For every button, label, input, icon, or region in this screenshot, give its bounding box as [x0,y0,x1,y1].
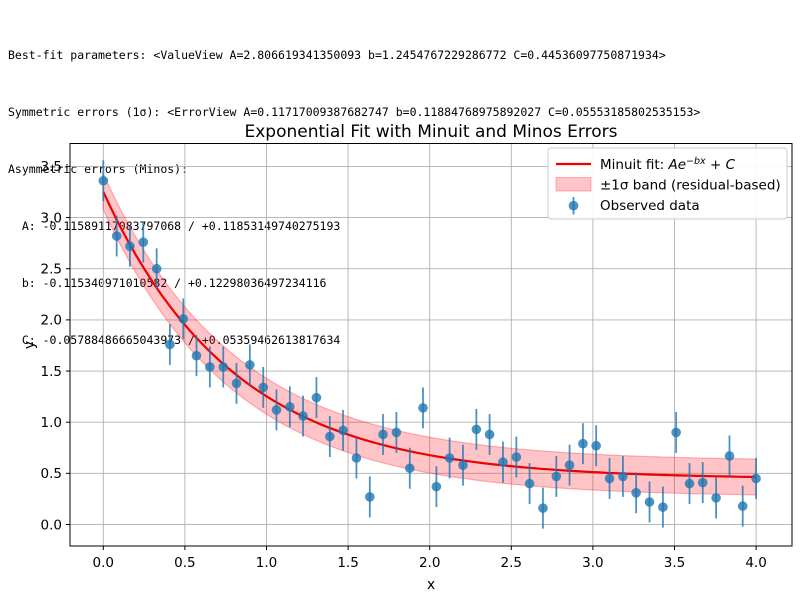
x-tick-label: 3.5 [664,555,685,571]
data-point [591,440,601,451]
x-tick-label: 2.5 [501,555,522,571]
legend-label-minuit-fit: Minuit fit: Ae−bx + C [600,156,736,173]
x-tick-label: 2.0 [419,555,440,571]
y-tick-label: 3.5 [41,159,62,175]
x-tick-label: 0.0 [93,555,114,571]
data-point [311,392,322,403]
minos-error-A-line: A: -0.11589117083797068 / +0.11853149740… [8,219,341,233]
data-point [564,460,575,470]
data-point [658,502,668,512]
legend-band-swatch [555,177,592,192]
data-point [364,492,375,502]
data-point [444,453,455,463]
chart-plot-area: 0.0 0.5 1.0 1.5 2.0 2.5 3.0 3.5 4.0 0.0 0.5 1.0 1.5 2… [41,143,793,571]
data-point [285,402,295,412]
data-point [218,362,229,372]
chart-text-layer: Exponential Fit with Minuit and Minos Er… [22,122,781,593]
legend-label-run: C [726,157,736,173]
data-point [231,378,242,389]
data-point [431,481,442,492]
data-point [138,237,149,247]
y-tick-label: 1.5 [41,364,62,380]
tick-labels: 0.0 0.5 1.0 1.5 2.0 2.5 3.0 3.5 4.0 0.0 0.5 1.0 1.5 2… [41,159,767,571]
legend-marker-swatch [568,200,579,211]
legend-label-run: −bx [686,156,706,167]
y-tick-label: 2.0 [41,313,62,329]
data-point [271,405,282,415]
y-tick-label: 1.0 [41,415,62,431]
legend-label-run: Ae [667,157,686,173]
data-point [471,424,482,435]
data-point [711,493,721,503]
data-point [578,438,588,449]
data-point [751,473,761,484]
minos-error-b-line: b: -0.115340971010582 / +0.1229803649723… [8,276,327,290]
data-point [458,460,468,470]
x-axis-label: x [427,577,435,593]
data-point [178,314,189,324]
fit-line [102,191,757,479]
data-point [298,411,308,421]
chart-title: Exponential Fit with Minuit and Minos Er… [245,122,618,142]
data-point [644,497,655,507]
y-tick-label: 0.0 [41,517,62,533]
x-tick-label: 4.0 [745,555,766,571]
legend-label-observed-data: Observed data [600,198,700,214]
data-point [697,477,708,488]
data-point [671,427,681,438]
data-point [378,429,388,440]
data-point [551,471,562,482]
data-point [98,175,109,186]
data-point [245,360,255,370]
data-point [191,350,202,361]
data-point [404,463,415,474]
x-tick-label: 0.5 [174,555,195,571]
x-tick-label: 1.0 [256,555,277,571]
data-point [338,425,348,436]
legend [547,147,788,220]
data-point [511,452,522,462]
data-point [418,403,428,413]
data-point [524,478,535,489]
data-point [325,431,335,442]
data-point [604,473,615,484]
data-points [98,175,761,513]
data-point [205,362,215,372]
data-point [151,263,162,274]
data-point [351,453,362,463]
data-point [498,457,508,467]
legend-label-run: Minuit fit: [600,157,668,173]
data-point [631,487,641,498]
legend-frame [547,147,788,220]
y-tick-label: 3.0 [41,210,62,226]
axis-ticks [66,165,757,550]
y-tick-label: 0.5 [41,466,62,482]
data-point [538,503,548,513]
asymmetric-errors-heading: Asymmetric errors (Minos): [8,162,189,176]
data-point [125,241,135,252]
data-point [618,471,628,482]
axes-spines [69,143,793,547]
fit-results-text: Best-fit parameters: <ValueView A=2.8066… [8,8,700,369]
data-point [737,501,748,511]
data-point [258,382,269,393]
legend-label-run: + [706,157,726,173]
y-axis-label: y [22,341,38,349]
data-point [484,429,495,440]
legend-label-sigma-band: ±1σ band (residual-based) [600,177,781,193]
best-fit-parameters-line: Best-fit parameters: <ValueView A=2.8066… [8,48,666,62]
minos-error-C-line: C: -0.05788486665043973 / +0.05359462613… [8,333,341,347]
y-tick-label: 2.5 [41,262,62,278]
x-tick-label: 3.0 [582,555,603,571]
data-point [684,478,695,489]
data-point [391,427,402,438]
data-point [111,231,122,241]
x-tick-label: 1.5 [337,555,358,571]
symmetric-errors-line: Symmetric errors (1σ): <ErrorView A=0.11… [8,105,701,119]
data-point [165,339,175,350]
data-point [724,451,735,461]
